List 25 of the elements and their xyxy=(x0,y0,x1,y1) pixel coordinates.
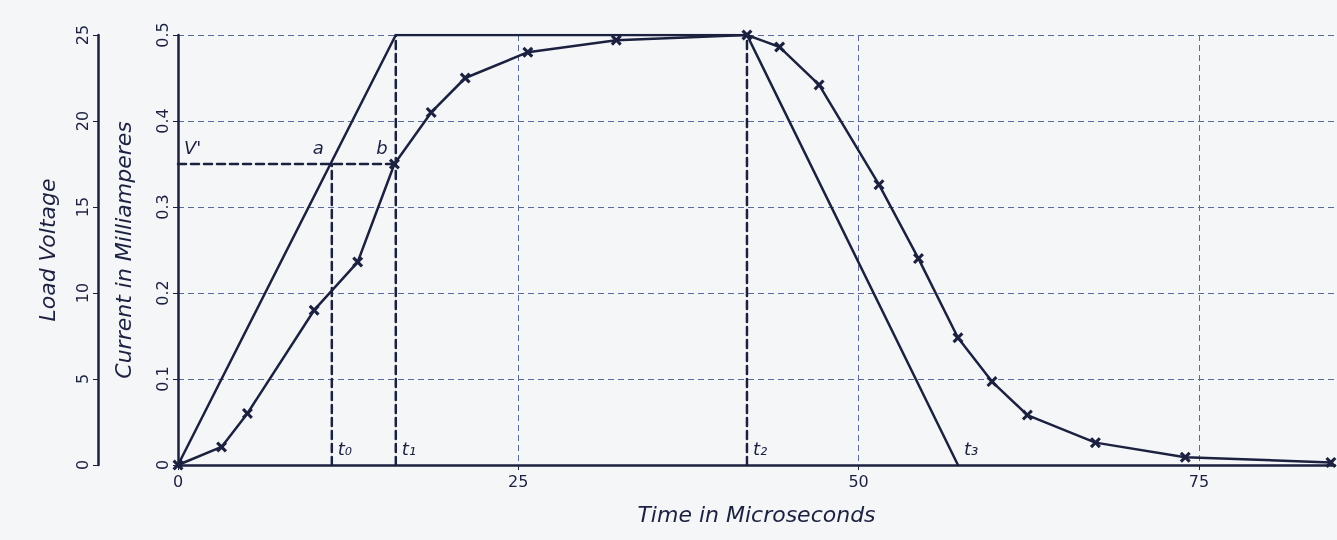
y2-tick-label: 15 xyxy=(72,196,92,218)
annotation: V' xyxy=(184,136,202,158)
y2-tick-label: 10 xyxy=(72,282,92,304)
y2-tick-label: 20 xyxy=(72,110,92,132)
x-tick-label: 25 xyxy=(508,471,529,491)
y-tick-label: 0.3 xyxy=(152,194,172,220)
y-tick-label: 0.5 xyxy=(152,22,172,48)
y2-tick-label: 25 xyxy=(72,24,92,46)
x-tick-label: 50 xyxy=(848,471,869,491)
annotation: t₂ xyxy=(752,437,768,459)
y-tick-label: 0.4 xyxy=(152,108,172,134)
x-axis-title: Time in Microseconds xyxy=(637,501,876,527)
annotation: t₁ xyxy=(401,437,417,459)
y2-axis-title: Load Voltage xyxy=(34,178,60,322)
y-tick-label: 0 xyxy=(152,459,172,471)
annotation: t₀ xyxy=(337,437,353,459)
annotation: t₃ xyxy=(963,437,979,459)
annotation: b xyxy=(376,136,388,158)
y-tick-label: 0.1 xyxy=(152,366,172,392)
annotation: a xyxy=(312,136,324,158)
x-tick-label: 75 xyxy=(1188,471,1210,491)
y2-tick-label: 5 xyxy=(72,373,92,385)
y2-tick-label: 0 xyxy=(72,459,92,471)
y-tick-label: 0.2 xyxy=(152,280,172,306)
y-axis-title: Current in Milliamperes xyxy=(110,121,136,379)
